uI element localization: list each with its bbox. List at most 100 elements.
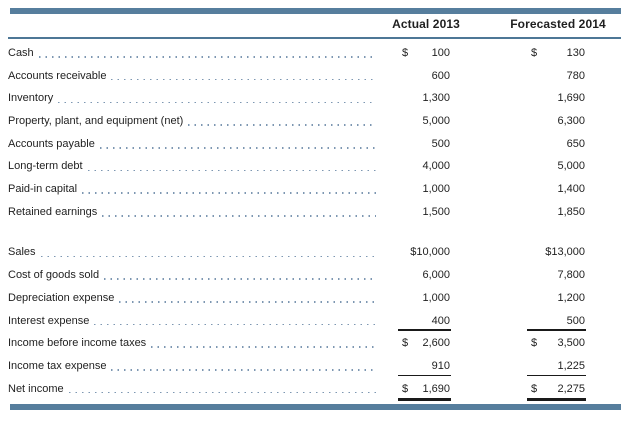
actual-2013-value: 2,600 xyxy=(422,337,450,350)
actual-2013-cell: 500 xyxy=(400,138,450,150)
dollar-sign: $ xyxy=(531,337,538,350)
top-accent-bar xyxy=(10,8,621,14)
actual-2013-value: 1,690 xyxy=(422,382,450,395)
actual-2013-value: 910 xyxy=(431,359,450,372)
row-label: Interest expense xyxy=(8,314,90,327)
forecasted-2014-cell: $ 2,275 xyxy=(527,382,586,401)
actual-2013-cell: $ 100 xyxy=(400,47,450,59)
dot-leader xyxy=(104,278,376,280)
dollar-sign: $ xyxy=(402,46,409,59)
table-row: Inventory 1,300 1,690 xyxy=(8,87,621,110)
actual-2013-cell: 5,000 xyxy=(400,115,450,127)
row-label: Net income xyxy=(8,382,64,395)
dot-leader xyxy=(111,78,376,81)
table-row: Net income $ 1,690 $ 2,275 xyxy=(8,377,621,401)
actual-2013-value: 1,000 xyxy=(422,183,450,196)
dot-leader xyxy=(58,101,376,104)
row-label: Cash xyxy=(8,46,34,59)
dot-leader xyxy=(188,124,376,126)
dot-leader xyxy=(151,346,376,349)
actual-2013-cell: 4,000 xyxy=(400,160,450,172)
table-row: Accounts receivable 600 780 xyxy=(8,64,621,87)
row-label: Inventory xyxy=(8,92,54,105)
forecasted-2014-value: 1,850 xyxy=(557,205,585,218)
forecasted-2014-value: 6,300 xyxy=(557,115,585,127)
forecasted-2014-value: 1,690 xyxy=(557,92,585,105)
forecasted-2014-value: 780 xyxy=(566,69,585,82)
forecasted-2014-value: 2,275 xyxy=(557,382,585,395)
dot-leader xyxy=(40,255,376,258)
actual-2013-value: 600 xyxy=(431,69,450,82)
actual-2013-cell: 1,000 xyxy=(400,292,450,304)
actual-2013-cell: $ 1,690 xyxy=(398,382,451,401)
row-label: Income before income taxes xyxy=(8,337,147,350)
dot-leader xyxy=(99,146,376,149)
forecasted-2014-cell: $13,000 xyxy=(529,246,585,258)
forecasted-2014-cell: 1,200 xyxy=(529,292,585,304)
actual-2013-value: $10,000 xyxy=(410,246,450,259)
actual-2013-value: 4,000 xyxy=(422,160,450,173)
forecasted-2014-value: 7,800 xyxy=(557,269,585,282)
column-headers: Actual 2013 Forecasted 2014 xyxy=(8,14,621,37)
actual-2013-cell: 600 xyxy=(400,70,450,82)
dot-leader xyxy=(111,369,376,371)
actual-2013-cell: $ 2,600 xyxy=(400,337,450,349)
actual-2013-value: 400 xyxy=(431,314,450,327)
row-label: Retained earnings xyxy=(8,205,98,218)
row-label: Accounts receivable xyxy=(8,69,107,82)
table-row: Cash $ 100 $ 130 xyxy=(8,42,621,65)
forecasted-2014-value: $13,000 xyxy=(545,246,585,259)
forecasted-2014-cell: $ 130 xyxy=(529,47,585,59)
row-label: Depreciation expense xyxy=(8,291,115,304)
table-row: Depreciation expense 1,000 1,200 xyxy=(8,286,621,309)
forecasted-2014-value: 3,500 xyxy=(557,337,585,350)
forecasted-2014-cell: 500 xyxy=(527,315,586,331)
forecasted-2014-value: 1,225 xyxy=(557,359,585,372)
dot-leader xyxy=(38,56,376,58)
forecasted-2014-cell: 780 xyxy=(529,70,585,82)
dollar-sign: $ xyxy=(531,382,538,395)
actual-2013-cell: 1,300 xyxy=(400,92,450,104)
header-divider-rule xyxy=(8,37,621,39)
forecasted-2014-value: 1,400 xyxy=(557,183,585,196)
table-row: Property, plant, and equipment (net) 5,0… xyxy=(8,110,621,133)
table-row: Paid-in capital 1,000 1,400 xyxy=(8,178,621,201)
row-label: Paid-in capital xyxy=(8,183,78,196)
actual-2013-value: 5,000 xyxy=(422,115,450,127)
dollar-sign: $ xyxy=(402,337,409,350)
actual-2013-cell: 400 xyxy=(398,314,451,331)
column-header-actual-2013: Actual 2013 xyxy=(392,17,460,31)
dot-leader xyxy=(94,323,376,326)
actual-2013-value: 1,000 xyxy=(422,291,450,304)
dot-leader xyxy=(102,215,376,217)
column-header-forecasted-2014: Forecasted 2014 xyxy=(510,17,606,31)
forecasted-2014-value: 5,000 xyxy=(557,160,585,173)
financial-statement-table: Actual 2013 Forecasted 2014 Cash $ 100 $… xyxy=(0,8,621,437)
actual-2013-cell: $10,000 xyxy=(400,246,450,258)
dollar-sign: $ xyxy=(531,46,538,59)
forecasted-2014-value: 1,200 xyxy=(557,291,585,304)
forecasted-2014-cell: $ 3,500 xyxy=(529,337,585,349)
actual-2013-value: 6,000 xyxy=(422,269,450,282)
forecasted-2014-cell: 1,690 xyxy=(529,92,585,104)
row-label: Property, plant, and equipment (net) xyxy=(8,115,184,127)
bottom-accent-bar xyxy=(10,404,621,411)
actual-2013-value: 100 xyxy=(431,46,450,59)
table-body: Cash $ 100 $ 130 Accounts receivable 600… xyxy=(8,39,621,401)
actual-2013-cell: 1,500 xyxy=(400,206,450,218)
forecasted-2014-cell: 7,800 xyxy=(529,269,585,281)
dot-leader xyxy=(82,192,376,194)
table-row: Accounts payable 500 650 xyxy=(8,132,621,155)
forecasted-2014-cell: 1,225 xyxy=(527,359,586,377)
dot-leader xyxy=(68,391,376,394)
row-label: Accounts payable xyxy=(8,137,95,150)
forecasted-2014-cell: 650 xyxy=(529,138,585,150)
balance-sheet-items: Cash $ 100 $ 130 Accounts receivable 600… xyxy=(8,42,621,224)
forecasted-2014-cell: 1,850 xyxy=(529,206,585,218)
income-statement-items: Sales $10,000 $13,000 Cost of goods sold… xyxy=(8,241,621,401)
row-label: Income tax expense xyxy=(8,359,107,372)
table-row: Income tax expense 910 1,225 xyxy=(8,355,621,378)
actual-2013-cell: 1,000 xyxy=(400,183,450,195)
actual-2013-value: 1,300 xyxy=(422,92,450,105)
forecasted-2014-cell: 5,000 xyxy=(529,160,585,172)
